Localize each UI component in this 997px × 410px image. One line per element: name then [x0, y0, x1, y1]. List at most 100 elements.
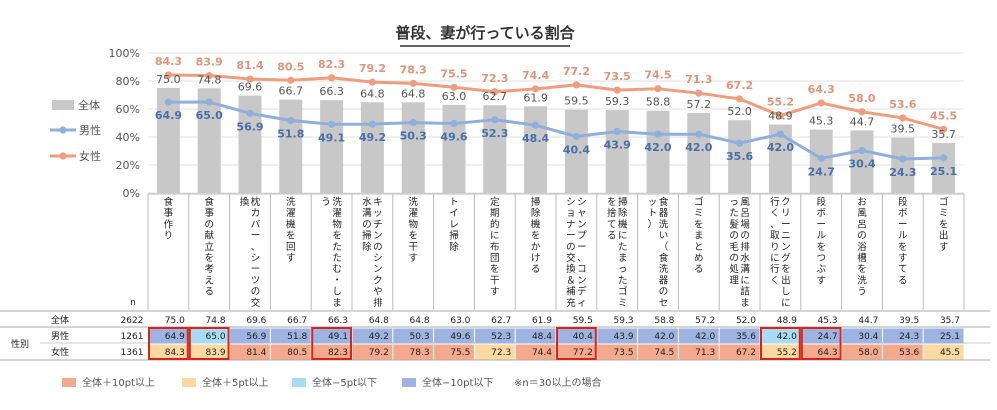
- table-highlight-box: [556, 327, 597, 360]
- point-female-15: [776, 112, 785, 120]
- y-tick-label: 20%: [116, 159, 140, 172]
- table-cell-bg: [352, 344, 393, 360]
- label-total-4: 66.3: [319, 85, 344, 98]
- table-cell-0-5: 64.8: [369, 316, 389, 326]
- table-cell-2-12: 74.5: [654, 348, 674, 358]
- bar-total-12: [646, 110, 670, 193]
- label-male-7: 49.6: [440, 131, 467, 144]
- point-female-1: [205, 71, 213, 80]
- table-cell-0-11: 59.3: [614, 316, 634, 326]
- line-series: [164, 71, 948, 163]
- category-label-2: 枕カバー、シーツの交換: [240, 196, 261, 309]
- point-male-9: [532, 121, 540, 129]
- point-female-14: [736, 95, 744, 103]
- bottom-legend-label-1: 全体＋5pt以上: [202, 376, 269, 389]
- table-cell-1-8: 52.3: [491, 332, 511, 342]
- point-female-18: [899, 114, 907, 122]
- label-female-5: 79.2: [359, 62, 386, 75]
- category-label-19: ゴミを出す: [939, 196, 949, 253]
- point-male-1: [205, 98, 213, 106]
- point-male-7: [450, 119, 458, 128]
- table-cell-0-14: 52.0: [736, 316, 756, 326]
- category-label-11: 掃除機にたまったゴミを捨てる: [607, 196, 628, 309]
- category-label-16: 段ボールをつぶす: [816, 196, 826, 286]
- table-cell-bg: [189, 344, 230, 360]
- table-cell-bg: [760, 328, 801, 344]
- table-cell-1-3: 51.8: [287, 332, 307, 342]
- label-total-11: 59.3: [605, 95, 630, 108]
- category-label-14: 風呂場の排水溝に詰まった髪の毛の処理: [729, 197, 750, 309]
- table-cell-bg: [474, 328, 515, 344]
- point-male-0: [164, 98, 172, 106]
- table-cell-bg: [719, 344, 760, 360]
- bar-total-9: [524, 106, 548, 193]
- table-row-n-1: 1261: [121, 332, 144, 342]
- table-cell-2-0: 84.3: [165, 348, 185, 358]
- point-female-2: [246, 75, 254, 83]
- y-tick-label: 60%: [116, 103, 140, 116]
- table-cell-0-19: 35.7: [940, 316, 960, 326]
- table-cell-bg: [515, 344, 556, 360]
- bar-total-17: [850, 130, 874, 193]
- table-row-label-1: 男性: [51, 330, 69, 342]
- point-male-11: [613, 127, 621, 136]
- point-female-8: [491, 88, 499, 96]
- table-cell-2-3: 80.5: [287, 348, 307, 358]
- table-cell-bg: [270, 328, 311, 344]
- line-male: [168, 100, 944, 161]
- label-female-6: 78.3: [400, 63, 427, 76]
- table-cell-2-15: 55.2: [777, 348, 797, 358]
- label-male-4: 49.1: [318, 131, 345, 144]
- bottom-legend-note: ※n＝30以上の場合: [514, 376, 601, 389]
- table-group-label: 性別: [11, 338, 29, 350]
- category-label-17: お風呂の浴槽を洗う: [857, 197, 867, 298]
- table-cell-0-0: 75.0: [165, 316, 185, 326]
- table-cell-0-4: 66.3: [328, 316, 348, 326]
- bar-total-18: [891, 137, 915, 193]
- data-labels: 75.0 74.8 69.6 66.7 66.3 64.8 64.8 63.0 62.7 61.9…: [155, 55, 957, 179]
- table-row-n-2: 1361: [121, 348, 144, 358]
- table-cell-2-1: 83.9: [206, 348, 226, 358]
- label-male-16: 24.7: [808, 165, 835, 178]
- table-cell-bg: [597, 328, 638, 344]
- bar-total-19: [932, 143, 956, 193]
- table-cell-1-6: 50.3: [410, 332, 430, 342]
- y-tick-label: 100%: [109, 47, 140, 60]
- point-female-7: [450, 83, 458, 91]
- category-label-3: 洗濯機を回す: [286, 196, 296, 264]
- point-female-17: [858, 108, 866, 116]
- table-cell-1-5: 49.2: [369, 332, 389, 342]
- point-male-4: [328, 120, 336, 128]
- table-cell-1-9: 48.4: [532, 332, 552, 342]
- table-cell-bg: [556, 344, 597, 360]
- table-row-n-0: 2622: [121, 316, 144, 326]
- table-cell-1-7: 49.6: [450, 332, 470, 342]
- table-cell-1-10: 40.4: [573, 332, 593, 342]
- point-female-3: [287, 76, 295, 84]
- category-label-15: クリーニングを出しに行く、取りに行く: [770, 196, 791, 309]
- line-female: [168, 73, 945, 131]
- table-cell-bg: [556, 328, 597, 344]
- data-table: n 性別 全体 2622 75.0 74.8 69.6 66.7 66.3 64.8 64.8 63.…: [0, 298, 990, 361]
- category-label-1: 食事の献立を考える: [204, 196, 214, 298]
- table-cell-bg: [515, 328, 556, 344]
- table-cell-2-7: 75.5: [450, 348, 470, 358]
- table-n-header: n: [130, 298, 136, 308]
- table-cell-2-19: 45.5: [940, 348, 960, 358]
- table-cell-0-10: 59.5: [573, 316, 593, 326]
- bar-total-3: [279, 99, 303, 193]
- table-highlight-box: [800, 327, 842, 360]
- label-male-6: 50.3: [400, 130, 427, 143]
- bar-total-2: [238, 95, 262, 193]
- legend-label-total: 全体: [78, 98, 100, 112]
- table-cell-bg: [148, 328, 189, 344]
- table-cell-2-17: 58.0: [858, 348, 878, 358]
- bottom-legend-swatch-1: [182, 378, 196, 387]
- bar-total-7: [442, 104, 466, 193]
- label-female-19: 45.5: [930, 109, 957, 122]
- label-female-7: 75.5: [440, 67, 467, 80]
- bar-total-4: [320, 100, 344, 193]
- table-cell-bg: [801, 344, 842, 360]
- table-cell-bg: [638, 344, 678, 360]
